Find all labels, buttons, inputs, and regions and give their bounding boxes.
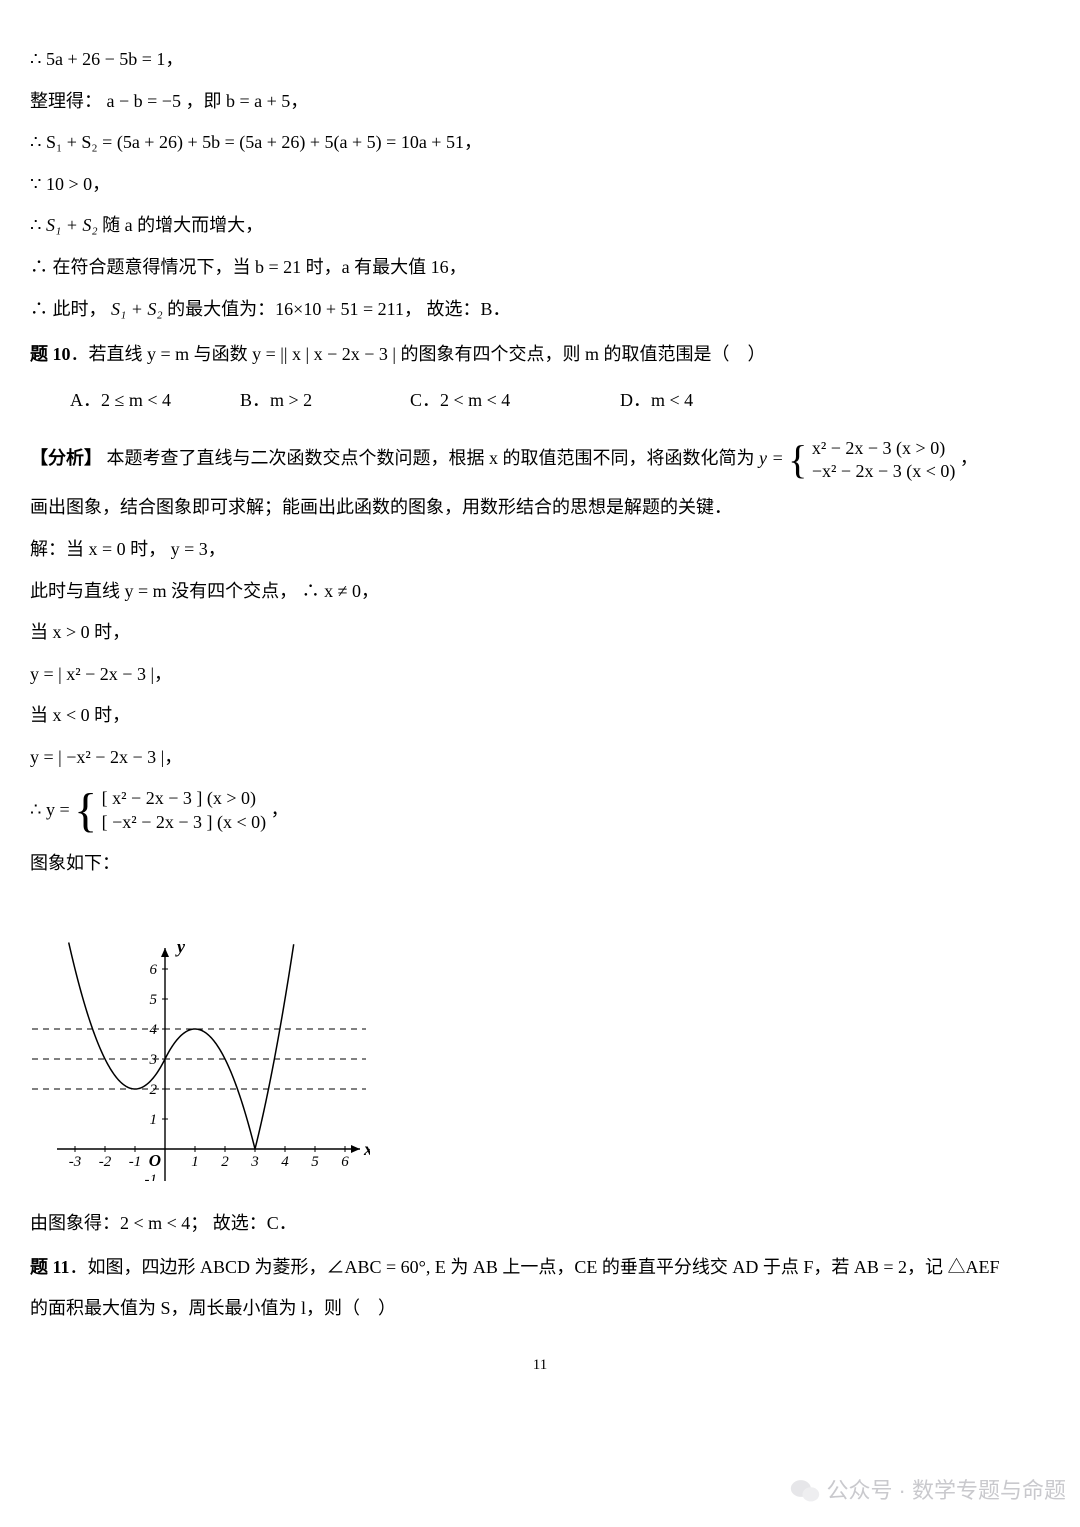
svg-text:2: 2: [150, 1082, 158, 1098]
sol-prev-l7: ∴ 此时， S₁ + S₂ 的最大值为：16×10 + 51 = 211， 故选…: [30, 290, 1050, 330]
q10-sol-l5: 当 x < 0 时，: [30, 696, 1050, 736]
text: ∴: [30, 215, 46, 235]
q10-stem: 题 10．若直线 y = m 与函数 y = || x | x − 2x − 3…: [30, 335, 1050, 375]
text: 的最大值为：16×10 + 51 = 211， 故选：B．: [167, 299, 510, 319]
svg-text:-2: -2: [99, 1154, 112, 1170]
analysis-text-a: 本题考查了直线与二次函数交点个数问题，根据 x 的取值范围不同，将函数化简为: [107, 448, 755, 468]
q10-stem-text: ．若直线 y = m 与函数 y = || x | x − 2x − 3 | 的…: [71, 344, 766, 364]
q11-text-a: ．如图，四边形 ABCD 为菱形，∠ABC = 60°, E 为 AB 上一点，…: [70, 1257, 1000, 1277]
brace-icon: {: [74, 780, 97, 842]
svg-text:4: 4: [150, 1022, 158, 1038]
analysis-y-eq: y =: [759, 448, 788, 468]
text: ，即 b = a + 5，: [185, 91, 308, 111]
analysis-label: 【分析】: [30, 448, 102, 468]
svg-text:3: 3: [149, 1052, 158, 1068]
wechat-icon: [790, 1477, 820, 1505]
case-bot: [ −x² − 2x − 3 ] (x < 0): [102, 811, 266, 834]
case-top: [ x² − 2x − 3 ] (x > 0): [102, 787, 266, 810]
piecewise-1: { x² − 2x − 3 (x > 0) −x² − 2x − 3 (x < …: [788, 434, 955, 486]
q10-analysis: 【分析】 本题考查了直线与二次函数交点个数问题，根据 x 的取值范围不同，将函数…: [30, 434, 1050, 486]
svg-text:-1: -1: [129, 1154, 142, 1170]
q10-title: 题 10: [30, 344, 71, 364]
sol-prev-l1: ∴ 5a + 26 − 5b = 1，: [30, 40, 1050, 80]
svg-text:5: 5: [311, 1154, 319, 1170]
therefore-y-eq: ∴ y =: [30, 799, 74, 819]
svg-text:-3: -3: [69, 1154, 82, 1170]
graph-svg: y x O -3 -2 -1 1 2 3 4 5 6 1 2 3 4 5 6 -1: [30, 891, 370, 1181]
sol-prev-l2: 整理得： a − b = −5 ，即 b = a + 5，: [30, 82, 1050, 122]
q11-title: 题 11: [30, 1257, 70, 1277]
math: S₁ + S₂: [46, 215, 98, 235]
sol-prev-l5: ∴ S₁ + S₂ 随 a 的增大而增大，: [30, 206, 1050, 246]
svg-text:-1: -1: [145, 1172, 158, 1181]
q10-opt-c: C．2 < m < 4: [410, 381, 620, 421]
text: 整理得：: [30, 91, 102, 111]
watermark-text: 公众号 · 数学专题与命题: [826, 1467, 1066, 1515]
case-top: x² − 2x − 3 (x > 0): [812, 437, 956, 460]
q10-sol-l2: 此时与直线 y = m 没有四个交点， ∴ x ≠ 0，: [30, 572, 1050, 612]
q10-graph-caption: 由图象得：2 < m < 4； 故选：C．: [30, 1204, 1050, 1244]
svg-text:5: 5: [150, 992, 158, 1008]
text: ∴ 此时，: [30, 299, 107, 319]
math: S₁ + S₂: [111, 299, 163, 319]
q10-opt-a: A．2 ≤ m < 4: [70, 381, 240, 421]
math: a − b = −5: [107, 91, 181, 111]
q10-options: A．2 ≤ m < 4 B．m > 2 C．2 < m < 4 D．m < 4: [70, 381, 1050, 421]
q11-stem-b: 的面积最大值为 S，周长最小值为 l，则（ ）: [30, 1289, 1050, 1329]
watermark: 公众号 · 数学专题与命题: [790, 1467, 1066, 1515]
svg-text:y: y: [175, 937, 186, 957]
sol-prev-l4: ∵ 10 > 0，: [30, 165, 1050, 205]
q10-graph: y x O -3 -2 -1 1 2 3 4 5 6 1 2 3 4 5 6 -1: [30, 891, 1050, 1196]
q10-sol-l8: 图象如下：: [30, 844, 1050, 884]
q10-opt-d: D．m < 4: [620, 381, 790, 421]
brace-icon: {: [788, 434, 807, 486]
comma: ，: [271, 799, 289, 819]
q10-sol-l4: y = | x² − 2x − 3 |，: [30, 655, 1050, 695]
q11-stem-a: 题 11．如图，四边形 ABCD 为菱形，∠ABC = 60°, E 为 AB …: [30, 1248, 1050, 1288]
svg-text:3: 3: [250, 1154, 259, 1170]
piecewise-2: { [ x² − 2x − 3 ] (x > 0) [ −x² − 2x − 3…: [74, 780, 266, 842]
svg-text:O: O: [149, 1151, 161, 1170]
q10-opt-b: B．m > 2: [240, 381, 410, 421]
svg-text:x: x: [363, 1139, 370, 1159]
svg-text:6: 6: [150, 962, 158, 978]
case-bot: −x² − 2x − 3 (x < 0): [812, 460, 956, 483]
page-number: 11: [30, 1349, 1050, 1382]
svg-text:4: 4: [281, 1154, 289, 1170]
svg-text:1: 1: [150, 1112, 158, 1128]
q10-sol-l6: y = | −x² − 2x − 3 |，: [30, 738, 1050, 778]
svg-text:2: 2: [221, 1154, 229, 1170]
svg-text:6: 6: [341, 1154, 349, 1170]
q10-sol-l7: ∴ y = { [ x² − 2x − 3 ] (x > 0) [ −x² − …: [30, 780, 1050, 842]
svg-text:1: 1: [191, 1154, 199, 1170]
q10-sol-l1: 解：当 x = 0 时， y = 3，: [30, 530, 1050, 570]
q10-analysis-b: 画出图象，结合图象即可求解；能画出此函数的图象，用数形结合的思想是解题的关键．: [30, 488, 1050, 528]
sol-prev-l3: ∴ S₁ + S₂ = (5a + 26) + 5b = (5a + 26) +…: [30, 123, 1050, 163]
comma: ，: [960, 448, 978, 468]
q10-sol-l3: 当 x > 0 时，: [30, 613, 1050, 653]
sol-prev-l6: ∴ 在符合题意得情况下，当 b = 21 时，a 有最大值 16，: [30, 248, 1050, 288]
text: 随 a 的增大而增大，: [102, 215, 263, 235]
